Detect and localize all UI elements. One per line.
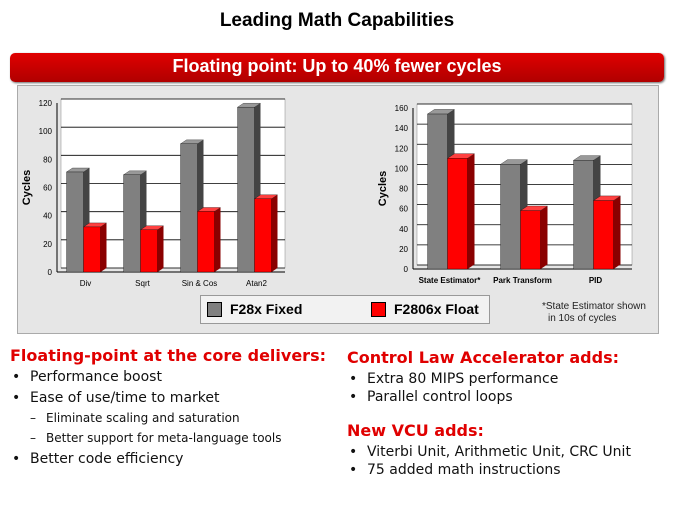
bullet: Parallel control loops: [347, 389, 667, 405]
bullet: Performance boost: [10, 369, 340, 385]
bar-fixed: [123, 174, 141, 273]
y-axis-title: Cycles: [21, 170, 33, 205]
bar-float: [140, 229, 158, 273]
bar-float: [593, 200, 614, 270]
legend-float: F2806x Float: [371, 301, 479, 317]
legend-label: F2806x Float: [394, 301, 479, 317]
y-tick-label: 80: [399, 185, 408, 194]
y-tick-label: 100: [39, 127, 53, 136]
bar-fixed: [237, 107, 255, 273]
bar-side: [467, 153, 475, 269]
y-tick-label: 140: [395, 124, 409, 133]
left-column: Floating-point at the core delivers: Per…: [10, 346, 340, 472]
bullet: 75 added math instructions: [347, 462, 667, 478]
footnote: *State Estimator shown in 10s of cycles: [542, 301, 646, 325]
bullet: Viterbi Unit, Arithmetic Unit, CRC Unit: [347, 444, 667, 460]
heading: Control Law Accelerator adds:: [347, 348, 620, 367]
x-tick-label: State Estimator*: [419, 276, 482, 285]
y-tick-label: 160: [395, 104, 409, 113]
bar-side: [157, 225, 164, 272]
legend-label: F28x Fixed: [230, 301, 303, 317]
heading: Floating-point at the core delivers:: [10, 346, 326, 365]
y-tick-label: 100: [395, 164, 409, 173]
bar-fixed: [500, 164, 521, 270]
x-tick-label: Div: [80, 279, 92, 288]
x-tick-label: Sqrt: [135, 279, 150, 288]
y-tick-label: 40: [43, 212, 52, 221]
x-tick-label: PID: [589, 276, 603, 285]
slide-title: Leading Math Capabilities: [219, 10, 455, 31]
bar-side: [613, 195, 621, 269]
bar-side: [100, 222, 107, 272]
sub-bullet: Eliminate scaling and saturation: [30, 411, 340, 425]
x-tick-label: Sin & Cos: [182, 279, 218, 288]
footnote-line: *State Estimator shown: [542, 301, 646, 312]
y-tick-label: 0: [48, 268, 53, 277]
y-axis-title: Cycles: [377, 171, 389, 206]
y-tick-label: 20: [43, 240, 52, 249]
footnote-line: in 10s of cycles: [548, 313, 617, 324]
x-tick-label: Park Transform: [493, 276, 552, 285]
heading: New VCU adds:: [347, 421, 484, 440]
bar-fixed: [427, 113, 448, 270]
legend-swatch-fixed: [207, 301, 222, 317]
bar-fixed: [66, 171, 84, 273]
y-tick-label: 120: [395, 144, 409, 153]
y-tick-label: 0: [404, 265, 409, 274]
bar-float: [83, 226, 101, 273]
bullet: Extra 80 MIPS performance: [347, 371, 667, 387]
y-tick-label: 80: [43, 155, 52, 164]
bar-side: [271, 194, 278, 272]
y-tick-label: 20: [399, 245, 408, 254]
y-tick-label: 60: [399, 205, 408, 214]
sub-bullet: Better support for meta-language tools: [30, 431, 340, 445]
bar-fixed: [573, 160, 594, 270]
x-tick-label: Atan2: [246, 279, 267, 288]
legend-swatch-float: [371, 301, 386, 317]
y-tick-label: 40: [399, 225, 408, 234]
bar-float: [197, 211, 215, 273]
y-tick-label: 60: [43, 184, 52, 193]
bar-float: [254, 198, 272, 273]
bar-side: [540, 205, 548, 269]
legend-fixed: F28x Fixed: [207, 301, 302, 317]
bullet: Better code efficiency: [10, 451, 340, 467]
right-column: Control Law Accelerator adds: Extra 80 M…: [347, 348, 667, 480]
bullet: Ease of use/time to market: [10, 390, 340, 406]
legend: F28x Fixed F2806x Float: [200, 295, 490, 324]
bar-side: [214, 207, 221, 272]
banner: Floating point: Up to 40% fewer cycles: [10, 53, 664, 82]
bar-fixed: [180, 143, 198, 273]
bar-float: [447, 158, 468, 270]
bar-float: [520, 210, 541, 270]
y-tick-label: 120: [39, 99, 53, 108]
